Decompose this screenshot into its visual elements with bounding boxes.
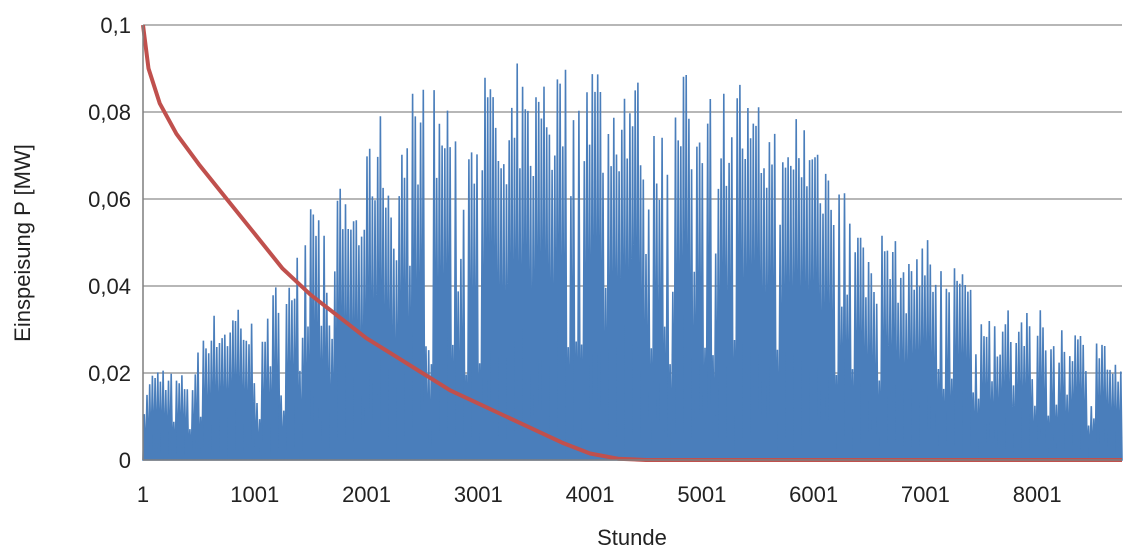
- y-tick-label: 0,04: [88, 274, 131, 299]
- x-tick-label: 7001: [901, 482, 950, 507]
- y-tick-label: 0,06: [88, 187, 131, 212]
- y-tick-label: 0,1: [100, 13, 131, 38]
- x-tick-label: 2001: [342, 482, 391, 507]
- y-tick-label: 0,02: [88, 361, 131, 386]
- x-tick-label: 1001: [230, 482, 279, 507]
- x-tick-label: 1: [137, 482, 149, 507]
- x-tick-label: 8001: [1013, 482, 1062, 507]
- y-tick-labels: 0 0,02 0,04 0,06 0,08 0,1: [88, 13, 131, 473]
- hourly-feed-in-bars: [142, 63, 1123, 461]
- y-tick-label: 0,08: [88, 100, 131, 125]
- y-axis-title: Einspeisung P [MW]: [10, 144, 35, 342]
- y-tick-label: 0: [119, 448, 131, 473]
- x-tick-label: 4001: [566, 482, 615, 507]
- x-tick-label: 5001: [677, 482, 726, 507]
- x-tick-label: 3001: [454, 482, 503, 507]
- x-tick-labels: 1 1001 2001 3001 4001 5001 6001 7001 8001: [137, 482, 1062, 507]
- x-tick-label: 6001: [789, 482, 838, 507]
- hourly-feed-in-area: [142, 63, 1123, 461]
- x-axis-title: Stunde: [597, 525, 667, 550]
- axes: [142, 25, 1122, 461]
